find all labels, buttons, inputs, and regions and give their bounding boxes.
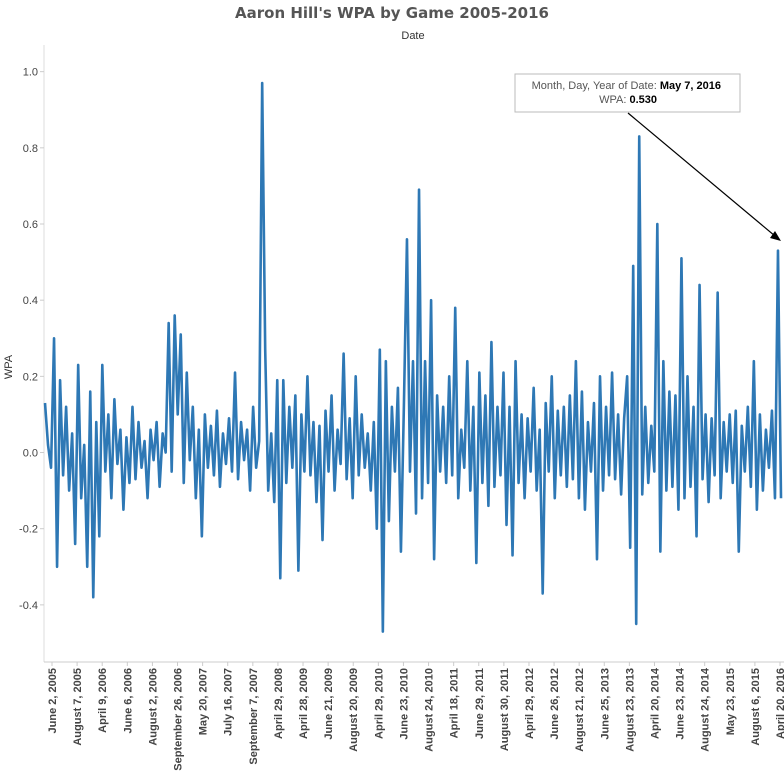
tooltip-label-wpa: WPA: <box>599 94 626 106</box>
x-tick-label: June 21, 2009 <box>323 668 335 740</box>
y-tick-label: 0.6 <box>23 219 38 231</box>
x-tick-label: August 6, 2015 <box>750 668 762 746</box>
x-tick-label: April 28, 2009 <box>298 668 310 739</box>
x-tick-label: April 20, 2014 <box>649 667 661 739</box>
y-tick-label: -0.4 <box>19 600 38 612</box>
x-tick-label: June 26, 2012 <box>549 668 561 740</box>
x-tick-label: April 29, 2012 <box>524 668 536 739</box>
tooltip-line-2: WPA: 0.530 <box>599 94 657 106</box>
y-tick-label: 0.2 <box>23 371 38 383</box>
x-axis-title: Date <box>401 30 424 42</box>
tooltip-arrowhead <box>770 231 781 241</box>
y-axis-title: WPA <box>3 354 15 379</box>
x-tick-label: September 26, 2006 <box>173 668 185 771</box>
x-tick-label: September 7, 2007 <box>248 668 260 765</box>
tooltip: Month, Day, Year of Date: May 7, 2016 WP… <box>514 73 781 241</box>
chart-title: Aaron Hill's WPA by Game 2005-2016 <box>235 4 549 22</box>
tooltip-label-date: Month, Day, Year of Date: <box>532 80 657 92</box>
tooltip-arrow-line <box>627 112 776 237</box>
x-tick-label: April 20, 2016 <box>775 668 784 739</box>
x-axis: June 2, 2005 August 7, 2005 April 9, 2006 J… <box>47 662 784 771</box>
x-tick-label: May 20, 2007 <box>198 668 210 735</box>
x-tick-label: August 24, 2014 <box>700 667 712 752</box>
y-tick-label: 0.4 <box>23 295 38 307</box>
x-tick-label: April 29, 2008 <box>273 668 285 739</box>
x-tick-label: June 6, 2006 <box>122 668 134 733</box>
tooltip-line-1: Month, Day, Year of Date: May 7, 2016 <box>532 80 721 92</box>
x-tick-label: April 29, 2010 <box>373 668 385 739</box>
y-tick-label: 1.0 <box>23 67 38 79</box>
series-line-0[interactable] <box>43 81 783 633</box>
x-tick-label: August 23, 2013 <box>624 668 636 752</box>
x-tick-label: August 2, 2006 <box>147 668 159 746</box>
y-tick-label: -0.2 <box>19 524 38 536</box>
x-tick-label: August 24, 2010 <box>424 668 436 752</box>
x-tick-label: June 29, 2011 <box>474 668 486 739</box>
y-tick-label: 0.8 <box>23 143 38 155</box>
x-tick-label: August 30, 2011 <box>499 668 511 751</box>
series-group <box>43 81 783 633</box>
x-tick-label: April 9, 2006 <box>97 668 109 733</box>
y-tick-label: 0.0 <box>23 448 38 460</box>
x-tick-label: August 21, 2012 <box>574 668 586 752</box>
x-tick-label: June 23, 2010 <box>398 668 410 740</box>
x-tick-label: July 16, 2007 <box>223 668 235 736</box>
y-axis: 1.0 0.8 0.6 0.4 0.2 0.0 -0.2 -0.4 <box>19 67 44 612</box>
tooltip-value-date: May 7, 2016 <box>660 80 721 92</box>
tooltip-value-wpa: 0.530 <box>629 94 657 106</box>
x-tick-label: August 7, 2005 <box>72 668 84 746</box>
x-tick-label: June 23, 2014 <box>675 667 687 739</box>
x-tick-label: May 23, 2015 <box>725 668 737 735</box>
tooltip-box <box>514 73 741 113</box>
x-tick-label: April 18, 2011 <box>449 668 461 738</box>
x-tick-label: August 20, 2009 <box>348 668 360 752</box>
x-tick-label: June 25, 2013 <box>599 668 611 740</box>
x-tick-label: June 2, 2005 <box>47 668 59 733</box>
